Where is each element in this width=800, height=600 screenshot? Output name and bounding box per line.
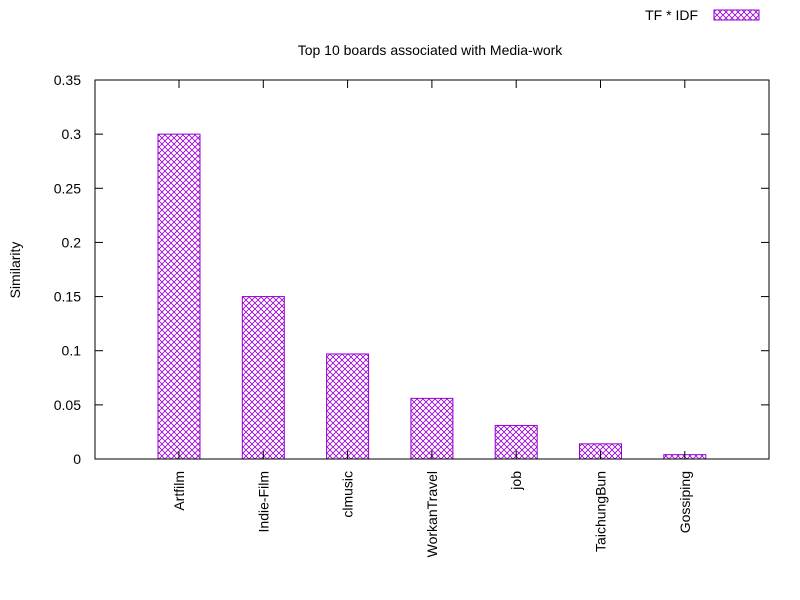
y-tick-label: 0.35: [54, 72, 81, 88]
y-tick-label: 0.1: [62, 343, 82, 359]
bar-workantravel: [410, 397, 454, 460]
y-tick-label: 0.05: [54, 397, 81, 413]
y-tick-label: 0.25: [54, 180, 81, 196]
legend-swatch: [713, 9, 760, 21]
bars: [157, 133, 707, 460]
legend: TF * IDF: [645, 7, 760, 23]
y-axis-ticks: 0 0.05 0.1 0.15 0.2 0.25 0.3 0.35: [54, 72, 769, 467]
x-tick-label: clmusic: [340, 471, 356, 518]
x-tick-label: WorkanTravel: [424, 471, 440, 557]
y-tick-label: 0: [73, 451, 81, 467]
y-tick-label: 0.2: [62, 234, 82, 250]
y-tick-label: 0.3: [62, 126, 82, 142]
x-axis-ticks: Artfilm Indie-Film clmusic WorkanTravel job T…: [171, 80, 693, 557]
x-tick-label: Indie-Film: [255, 471, 271, 532]
chart-title: Top 10 boards associated with Media-work: [298, 42, 564, 58]
y-axis-label: Similarity: [7, 242, 23, 299]
x-tick-label: Gossiping: [677, 471, 693, 533]
bar-clmusic: [326, 353, 370, 460]
x-tick-label: Artfilm: [171, 471, 187, 511]
bar-artfilm: [157, 133, 201, 460]
x-tick-label: job: [508, 471, 524, 491]
legend-label: TF * IDF: [645, 7, 698, 23]
y-tick-label: 0.15: [54, 289, 81, 305]
x-tick-label: TaichungBun: [593, 471, 609, 552]
plot-frame: [94, 79, 770, 460]
bar-indie-film: [241, 296, 285, 460]
